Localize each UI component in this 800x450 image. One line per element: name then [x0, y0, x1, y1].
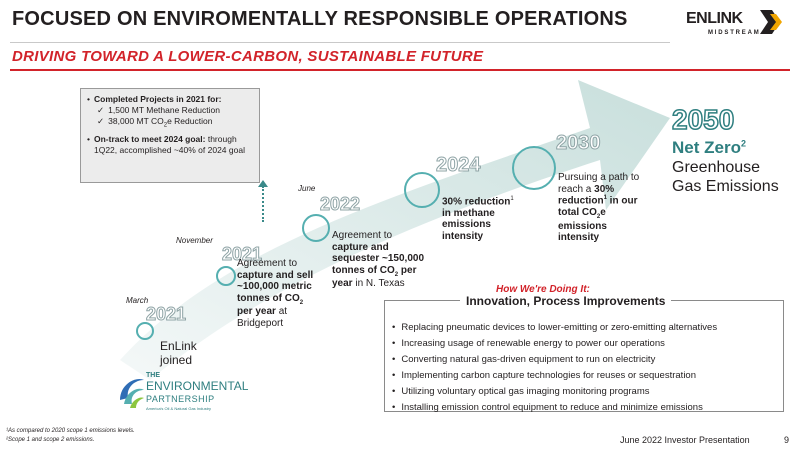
m5-text: Pursuing a path to reach a 30% reduction…: [558, 172, 640, 244]
how-heading: How We're Doing It:: [496, 284, 590, 295]
list-item: Increasing usage of renewable energy to …: [392, 336, 782, 352]
up-arrow-icon: [258, 180, 268, 187]
list-item: Converting natural gas-driven equipment …: [392, 352, 782, 368]
page-title: FOCUSED ON ENVIROMENTALLY RESPONSIBLE OP…: [12, 8, 628, 30]
m3-year: 2022: [319, 194, 361, 215]
enlink-logo: ENLINK MIDSTREAM: [686, 8, 794, 48]
ep-line3: America's Oil & Natural Gas Industry: [146, 406, 212, 411]
swirl-icon: [120, 378, 144, 408]
footer-presentation: June 2022 Investor Presentation: [620, 435, 750, 445]
list-item: Utilizing voluntary optical gas imaging …: [392, 384, 782, 400]
callout-heading: Completed Projects in 2021 for:: [93, 94, 222, 104]
dotted-connector: [262, 186, 264, 222]
callout-ontrack-text: through 1Q22, accomplished ~40% of 2024 …: [93, 133, 245, 155]
ep-line2: PARTNERSHIP: [146, 394, 215, 404]
goal-label: Net Zero2: [672, 138, 746, 157]
completed-projects-callout: • Completed Projects in 2021 for: ✓ 1,500 …: [80, 88, 260, 183]
goal-year: 2050: [671, 103, 735, 136]
m1-year: 2021: [145, 304, 187, 325]
callout-co2: 38,000 MT CO2e Reduction: [108, 116, 213, 129]
m2-text: Agreement to capture and sell ~100,000 me…: [237, 258, 314, 329]
footnote-1: ¹As compared to 2020 scope 1 emissions l…: [6, 428, 135, 434]
m5-circle: [512, 146, 556, 190]
m4-circle: [404, 172, 440, 208]
improvements-title: Innovation, Process Improvements: [460, 294, 672, 308]
subtitle-divider: [10, 69, 790, 71]
environmental-partnership-logo: THE ENVIRONMENTAL PARTNERSHIP America's …: [116, 366, 256, 414]
m2-circle: [216, 266, 236, 286]
goal-desc: Greenhouse Gas Emissions: [672, 159, 779, 196]
title-divider: [10, 42, 670, 43]
m2-month: November: [176, 236, 213, 245]
m3-month: June: [298, 184, 316, 193]
m4-text: 30% reduction1 in methane emissions inte…: [442, 196, 514, 242]
callout-ontrack: On-track to meet 2024 goal:: [93, 133, 206, 144]
m2-year: 2021: [221, 244, 263, 265]
m1-circle: [136, 322, 154, 340]
list-item: Implementing carbon capture technologies…: [392, 368, 782, 384]
page-subtitle: DRIVING TOWARD A LOWER-CARBON, SUSTAINAB…: [12, 48, 484, 65]
m3-circle: [302, 214, 330, 242]
list-item: Replacing pneumatic devices to lower-emi…: [392, 320, 782, 336]
list-item: Installing emission control equipment to…: [392, 400, 782, 416]
callout-methane: 1,500 MT Methane Reduction: [108, 105, 220, 116]
logo-tagline: MIDSTREAM: [708, 30, 761, 36]
footnote-2: ²Scope 1 and scope 2 emissions.: [6, 437, 95, 443]
m1-text: EnLink joined: [160, 339, 197, 367]
logo-name: ENLINK: [686, 10, 743, 27]
ep-the: THE: [146, 372, 160, 379]
m4-year: 2024: [436, 154, 481, 177]
m5-year: 2030: [556, 132, 601, 155]
page-number: 9: [784, 435, 790, 445]
m1-month: March: [126, 296, 149, 305]
ep-line1: ENVIRONMENTAL: [146, 379, 249, 393]
improvements-list: Replacing pneumatic devices to lower-emi…: [392, 320, 782, 416]
m3-text: Agreement to capture and sequester ~150,0…: [332, 230, 425, 290]
logo-arrows-icon: [760, 10, 782, 34]
